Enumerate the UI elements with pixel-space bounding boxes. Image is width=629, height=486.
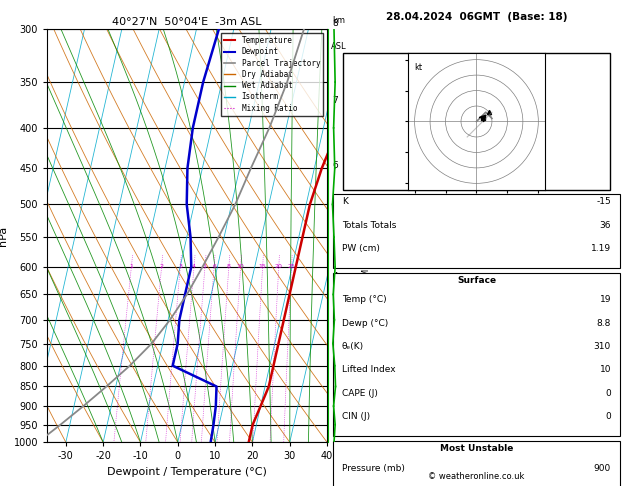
- Text: 15: 15: [259, 264, 267, 270]
- Text: Temp (°C): Temp (°C): [342, 295, 387, 305]
- Text: 5: 5: [333, 220, 338, 229]
- Text: 0: 0: [605, 412, 611, 421]
- Text: 900: 900: [594, 464, 611, 473]
- Text: Lifted Index: Lifted Index: [342, 365, 396, 375]
- Text: PW (cm): PW (cm): [342, 244, 380, 253]
- Text: 0: 0: [605, 389, 611, 398]
- Bar: [343, 53, 610, 190]
- Text: Pressure (mb): Pressure (mb): [342, 464, 405, 473]
- Text: -15: -15: [596, 197, 611, 207]
- Text: 8: 8: [333, 19, 338, 28]
- Text: Most Unstable: Most Unstable: [440, 444, 513, 453]
- Text: Totals Totals: Totals Totals: [342, 221, 396, 230]
- Text: 1.19: 1.19: [591, 244, 611, 253]
- Y-axis label: hPa: hPa: [0, 226, 8, 246]
- Text: CAPE (J): CAPE (J): [342, 389, 378, 398]
- Text: 1: 1: [130, 264, 133, 270]
- X-axis label: Dewpoint / Temperature (°C): Dewpoint / Temperature (°C): [107, 467, 267, 477]
- Text: Mixing Ratio (g/kg): Mixing Ratio (g/kg): [362, 196, 370, 276]
- Text: © weatheronline.co.uk: © weatheronline.co.uk: [428, 472, 525, 481]
- Text: 5: 5: [203, 264, 207, 270]
- Text: 10: 10: [237, 264, 245, 270]
- Text: 8: 8: [227, 264, 231, 270]
- Text: 1: 1: [333, 401, 338, 410]
- Title: 40°27'N  50°04'E  -3m ASL: 40°27'N 50°04'E -3m ASL: [113, 17, 262, 27]
- Text: 8.8: 8.8: [597, 319, 611, 328]
- Text: 3: 3: [178, 264, 182, 270]
- Text: 10: 10: [599, 365, 611, 375]
- Legend: Temperature, Dewpoint, Parcel Trajectory, Dry Adiabat, Wet Adiabat, Isotherm, Mi: Temperature, Dewpoint, Parcel Trajectory…: [221, 33, 323, 116]
- Text: ASL: ASL: [330, 42, 346, 51]
- Bar: [333, 273, 620, 436]
- Text: 36: 36: [599, 221, 611, 230]
- Text: Surface: Surface: [457, 276, 496, 285]
- Text: 28.04.2024  06GMT  (Base: 18): 28.04.2024 06GMT (Base: 18): [386, 12, 567, 22]
- Text: 19: 19: [599, 295, 611, 305]
- Text: Dewp (°C): Dewp (°C): [342, 319, 388, 328]
- Text: 2: 2: [333, 362, 338, 371]
- Text: 6: 6: [212, 264, 216, 270]
- Text: 25: 25: [287, 264, 296, 270]
- Bar: [333, 194, 620, 268]
- Text: 20: 20: [275, 264, 282, 270]
- Text: km: km: [331, 16, 345, 25]
- Bar: [333, 441, 620, 486]
- Text: CIN (J): CIN (J): [342, 412, 370, 421]
- Text: θₑ(K): θₑ(K): [342, 342, 364, 351]
- Text: 6: 6: [333, 161, 338, 171]
- Text: 310: 310: [594, 342, 611, 351]
- Text: K: K: [342, 197, 348, 207]
- Text: 4: 4: [333, 272, 338, 281]
- Text: 4: 4: [192, 264, 196, 270]
- Text: 3: 3: [333, 319, 338, 328]
- Text: 7: 7: [333, 96, 338, 104]
- Text: 2: 2: [160, 264, 164, 270]
- Text: LCL: LCL: [333, 398, 347, 407]
- Text: kt: kt: [415, 63, 423, 72]
